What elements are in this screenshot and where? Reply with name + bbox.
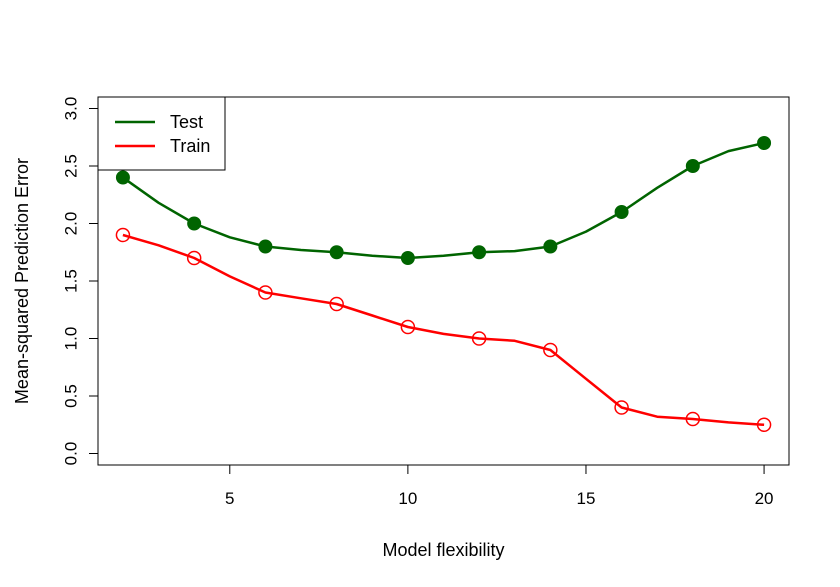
test-data-point <box>115 170 130 185</box>
y-axis: 0.0 0.5 1.0 1.5 2.0 2.5 3.0 <box>62 97 99 466</box>
y-tick-label: 2.5 <box>62 154 81 178</box>
y-tick-label: 1.0 <box>62 327 81 351</box>
legend-train-label: Train <box>170 136 210 156</box>
x-tick-label: 15 <box>577 489 596 508</box>
y-tick-label: 1.5 <box>62 269 81 293</box>
train-data-point <box>614 400 629 415</box>
train-data-point <box>543 342 558 358</box>
legend-test-label: Test <box>170 112 203 132</box>
train-data-point <box>685 411 701 427</box>
y-tick-label: 0.0 <box>62 442 81 466</box>
train-data-point <box>258 285 273 300</box>
test-data-point <box>757 136 772 150</box>
legend: Test Train <box>97 96 226 171</box>
y-tick-label: 2.0 <box>62 212 81 236</box>
test-series-line <box>122 141 765 260</box>
test-data-point <box>472 245 487 260</box>
test-data-point <box>329 245 344 260</box>
test-data-point <box>614 205 629 219</box>
test-data-point <box>543 239 558 254</box>
legend-box <box>97 96 226 171</box>
x-axis-title: Model flexibility <box>382 540 504 560</box>
train-data-point <box>186 250 202 266</box>
train-data-point <box>115 227 131 243</box>
train-data-point <box>400 319 416 335</box>
x-tick-label: 20 <box>755 489 774 508</box>
train-data-point <box>756 417 772 432</box>
y-tick-label: 0.5 <box>62 384 81 408</box>
test-data-point <box>685 159 700 173</box>
train-data-point <box>471 331 487 346</box>
train-series-line <box>122 233 765 427</box>
test-data-point <box>258 239 273 254</box>
x-axis: 5 10 15 20 <box>225 464 774 508</box>
test-data-point <box>400 251 415 265</box>
x-tick-label: 5 <box>225 489 234 508</box>
test-data-point <box>187 216 202 231</box>
series-layer <box>115 136 772 432</box>
y-tick-label: 3.0 <box>62 97 81 121</box>
x-tick-label: 10 <box>398 489 417 508</box>
train-data-point <box>329 296 344 312</box>
y-axis-title: Mean-squared Prediction Error <box>12 158 32 404</box>
